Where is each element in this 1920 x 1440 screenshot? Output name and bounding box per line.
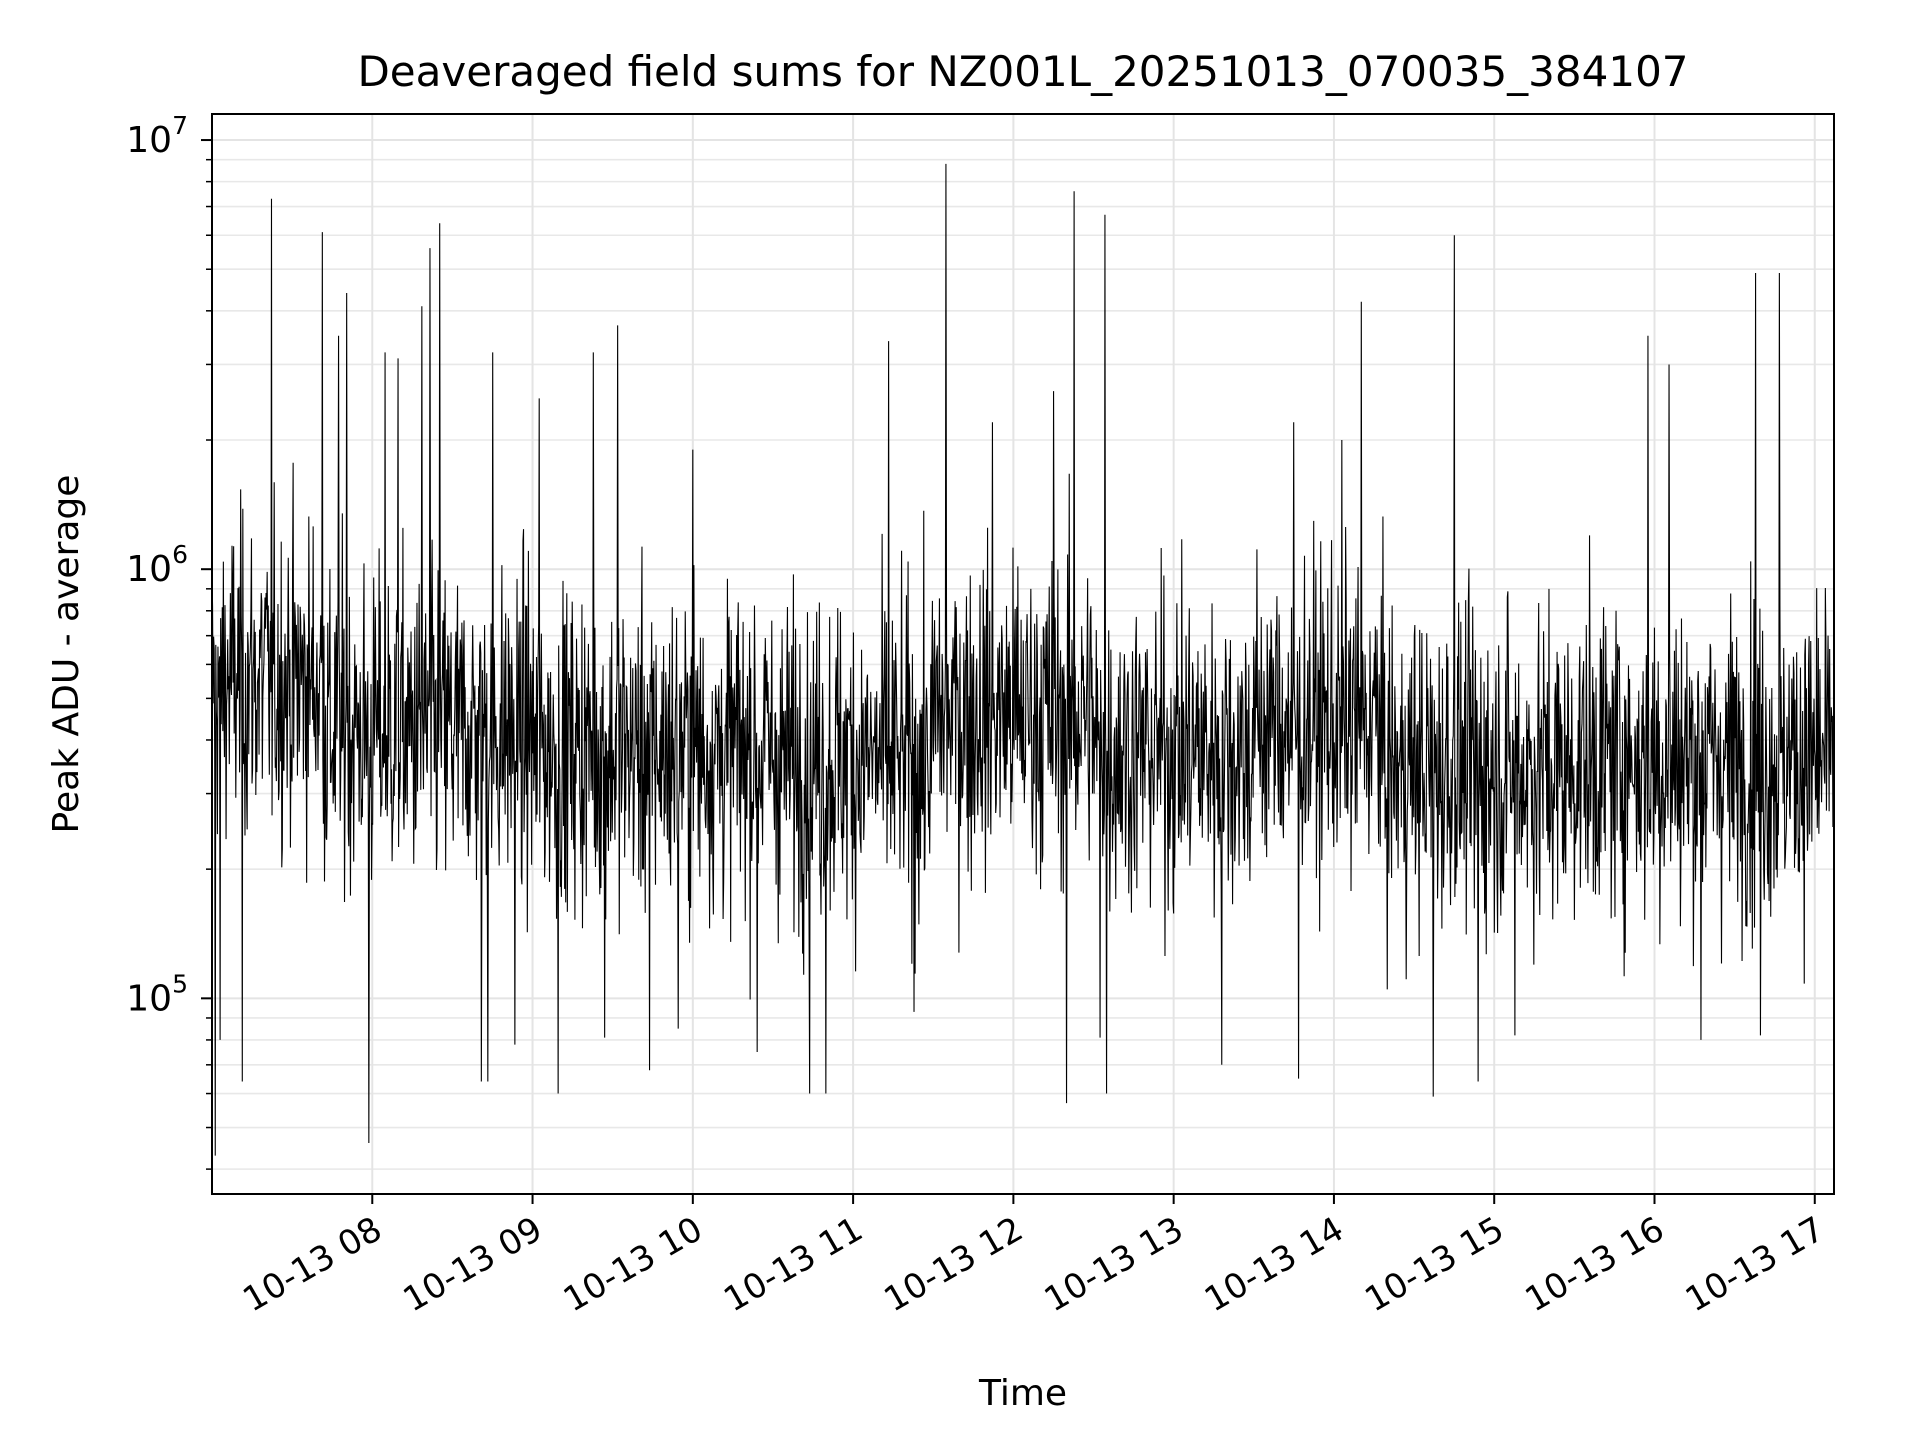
plot-area [212,163,1834,1156]
y-tick-label: 106 [126,540,188,590]
y-axis-label: Peak ADU - average [46,475,87,834]
y-tick-label: 105 [126,969,188,1019]
series-line [212,163,1834,1156]
y-tick-label: 107 [126,111,188,161]
plot-frame [211,113,1835,1195]
chart-title: Deaveraged field sums for NZ001L_2025101… [357,47,1688,96]
x-axis-label: Time [978,1373,1067,1414]
y-axis: 105 106 107 [126,111,212,1170]
